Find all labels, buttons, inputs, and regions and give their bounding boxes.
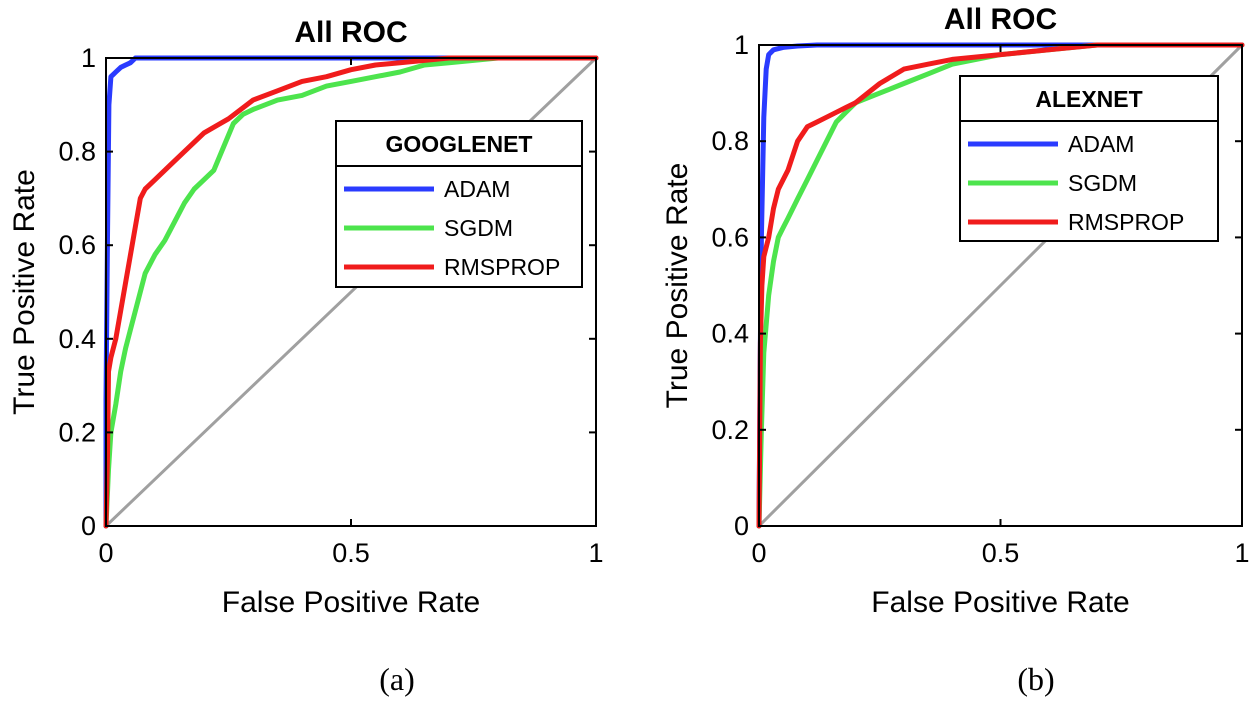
y-tick-label: 0.4 bbox=[711, 319, 749, 349]
legend-label-rmsprop: RMSPROP bbox=[444, 254, 560, 280]
chart-title: All ROC bbox=[294, 16, 407, 49]
legend-label-rmsprop: RMSPROP bbox=[1068, 209, 1184, 235]
x-tick-label: 0 bbox=[751, 538, 766, 568]
x-axis-label: False Positive Rate bbox=[222, 586, 480, 619]
chart-title: All ROC bbox=[944, 3, 1057, 36]
panel-caption: (b) bbox=[1017, 661, 1054, 697]
y-axis-label: True Positive Rate bbox=[661, 163, 694, 409]
legend-label-adam: ADAM bbox=[444, 176, 510, 202]
x-tick-label: 1 bbox=[1234, 538, 1249, 568]
y-tick-label: 0.2 bbox=[58, 417, 96, 447]
x-axis-label: False Positive Rate bbox=[871, 586, 1129, 619]
y-tick-label: 0 bbox=[81, 511, 96, 541]
y-tick-label: 0.6 bbox=[711, 222, 749, 252]
legend-title: GOOGLENET bbox=[386, 131, 533, 157]
panel-caption: (a) bbox=[379, 661, 415, 697]
legend: GOOGLENET ADAM SGDM RMSPROP bbox=[335, 120, 583, 288]
legend-title: ALEXNET bbox=[1035, 86, 1142, 112]
legend-box bbox=[959, 75, 1219, 242]
series-line-rmsprop bbox=[103, 55, 599, 529]
y-tick-label: 0.6 bbox=[58, 230, 96, 260]
legend-label-sgdm: SGDM bbox=[1068, 170, 1137, 196]
legend-label-adam: ADAM bbox=[1068, 131, 1134, 157]
legend-label-sgdm: SGDM bbox=[444, 215, 513, 241]
y-tick-label: 0 bbox=[734, 511, 749, 541]
series-line-rmsprop bbox=[756, 42, 1245, 529]
y-tick-label: 1 bbox=[81, 43, 96, 73]
x-tick-label: 0.5 bbox=[332, 538, 370, 568]
y-tick-label: 1 bbox=[734, 30, 749, 60]
y-tick-label: 0.8 bbox=[58, 137, 96, 167]
y-axis-label: True Positive Rate bbox=[8, 169, 41, 415]
x-tick-label: 0 bbox=[98, 538, 113, 568]
roc-panel-b: 0 0.5 1 0 0.2 0.4 0.6 0.8 1 All ROC False Positive… bbox=[661, 3, 1250, 697]
x-tick-label: 1 bbox=[588, 538, 603, 568]
legend: ALEXNET ADAM SGDM RMSPROP bbox=[959, 75, 1219, 242]
y-tick-label: 0.4 bbox=[58, 324, 96, 354]
x-tick-label: 0.5 bbox=[982, 538, 1020, 568]
y-tick-label: 0.8 bbox=[711, 126, 749, 156]
series-line-sgdm bbox=[103, 55, 599, 529]
y-tick-label: 0.2 bbox=[711, 415, 749, 445]
roc-panel-a: 0 0.5 1 0 0.2 0.4 0.6 0.8 1 All ROC False Positive… bbox=[8, 16, 604, 697]
legend-box bbox=[335, 120, 583, 288]
